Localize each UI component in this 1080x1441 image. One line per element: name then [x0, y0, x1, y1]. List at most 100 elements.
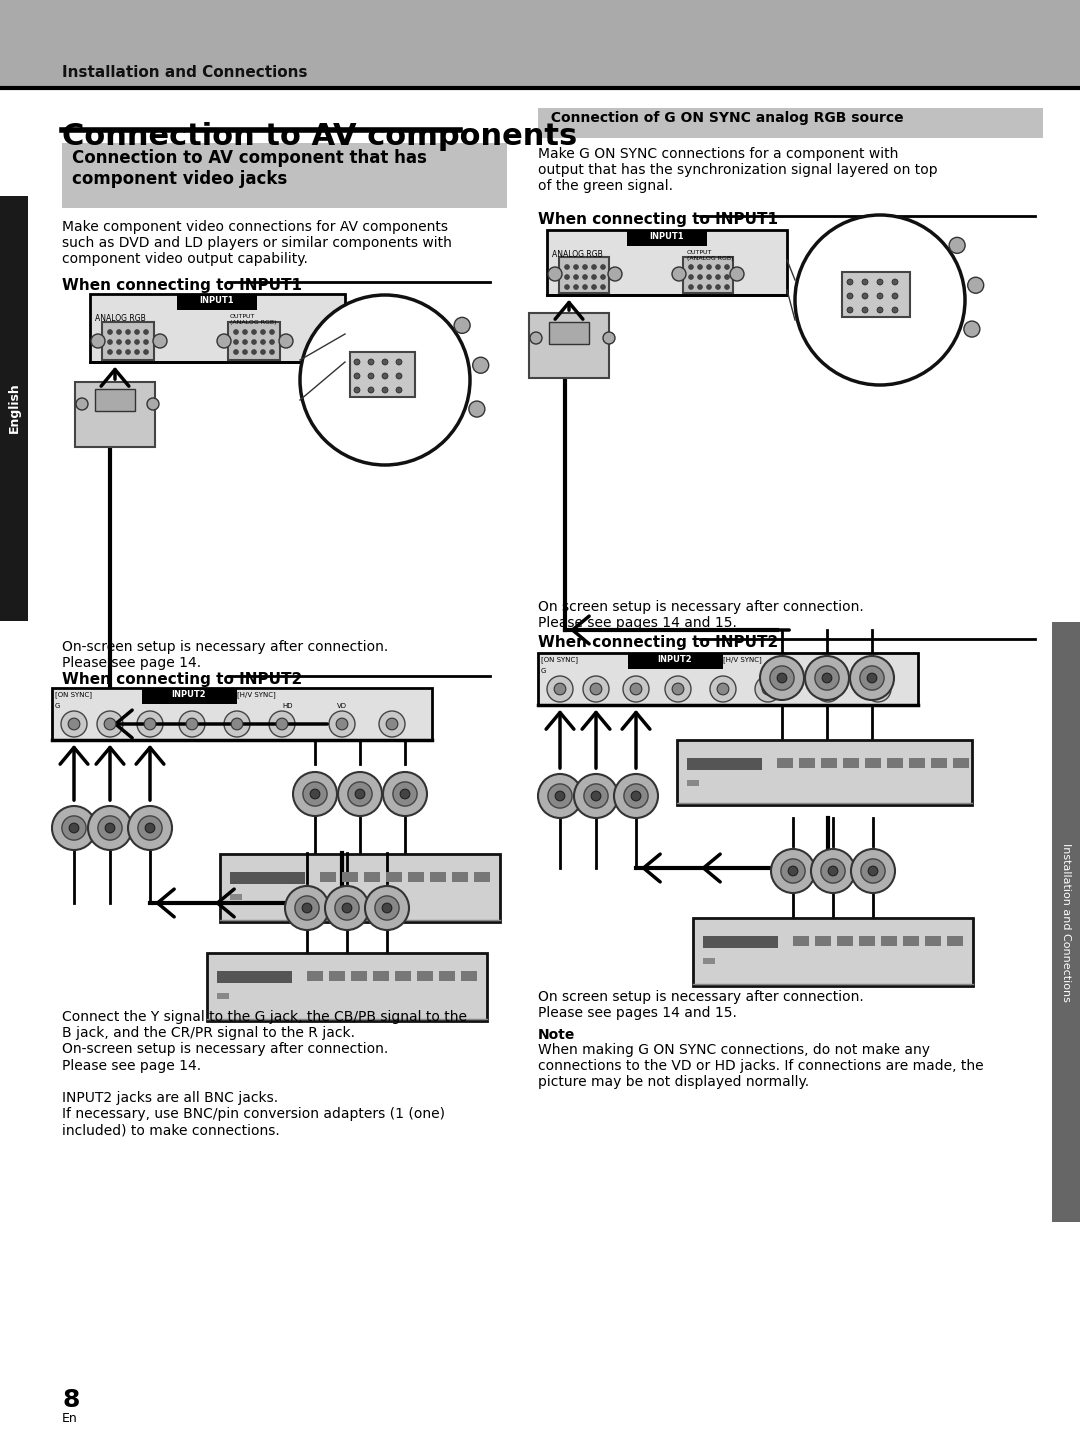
Circle shape — [260, 350, 266, 354]
Circle shape — [715, 265, 720, 269]
Circle shape — [335, 896, 359, 921]
Bar — [430, 872, 446, 882]
Bar — [703, 958, 715, 964]
Bar — [859, 937, 875, 945]
Circle shape — [252, 330, 257, 334]
Circle shape — [252, 340, 257, 344]
Circle shape — [877, 293, 883, 298]
Circle shape — [583, 676, 609, 702]
Text: Installation and Connections: Installation and Connections — [62, 65, 308, 81]
Circle shape — [473, 357, 489, 373]
Circle shape — [851, 849, 895, 893]
Circle shape — [383, 772, 427, 816]
Circle shape — [706, 274, 712, 280]
Bar — [320, 872, 336, 882]
Bar — [177, 294, 257, 310]
Circle shape — [293, 772, 337, 816]
Circle shape — [117, 350, 121, 354]
Circle shape — [279, 334, 293, 347]
Bar — [777, 758, 793, 768]
Circle shape — [68, 718, 80, 729]
Circle shape — [382, 904, 392, 912]
Circle shape — [233, 350, 239, 354]
Circle shape — [368, 388, 374, 393]
Circle shape — [342, 904, 352, 912]
Bar — [220, 855, 500, 922]
Circle shape — [338, 772, 382, 816]
Circle shape — [354, 359, 360, 365]
Bar — [453, 872, 468, 882]
Circle shape — [565, 284, 569, 290]
Text: When making G ON SYNC connections, do not make any
connections to the VD or HD j: When making G ON SYNC connections, do no… — [538, 1043, 984, 1089]
Circle shape — [97, 710, 123, 736]
Text: [H/V SYNC]: [H/V SYNC] — [237, 692, 275, 697]
Text: G: G — [541, 669, 546, 674]
Circle shape — [368, 373, 374, 379]
Circle shape — [847, 280, 853, 285]
Bar — [438, 971, 455, 981]
Circle shape — [62, 816, 86, 840]
Circle shape — [565, 265, 569, 269]
Circle shape — [295, 896, 319, 921]
Circle shape — [530, 331, 542, 344]
Bar — [953, 758, 969, 768]
Circle shape — [336, 718, 348, 729]
Circle shape — [401, 790, 409, 798]
Circle shape — [706, 284, 712, 290]
Circle shape — [144, 340, 149, 344]
Circle shape — [815, 676, 841, 702]
Circle shape — [125, 350, 131, 354]
Text: Installation and Connections: Installation and Connections — [1061, 843, 1071, 1001]
Circle shape — [329, 710, 355, 736]
Circle shape — [555, 791, 565, 801]
Circle shape — [730, 267, 744, 281]
Text: [H/V SYNC]: [H/V SYNC] — [723, 656, 761, 663]
Circle shape — [698, 265, 702, 269]
Circle shape — [396, 388, 402, 393]
Circle shape — [302, 904, 312, 912]
Circle shape — [892, 280, 897, 285]
Circle shape — [145, 823, 154, 833]
Bar — [677, 741, 972, 806]
Text: OUTPUT
(ANALOG RGB): OUTPUT (ANALOG RGB) — [230, 314, 276, 324]
Bar — [228, 321, 280, 360]
Text: ANALOG RGB: ANALOG RGB — [552, 249, 603, 259]
Circle shape — [108, 330, 112, 334]
Circle shape — [698, 274, 702, 280]
Bar — [417, 971, 433, 981]
Circle shape — [186, 718, 198, 729]
Circle shape — [269, 710, 295, 736]
Circle shape — [892, 293, 897, 298]
Circle shape — [260, 330, 266, 334]
Circle shape — [144, 350, 149, 354]
Circle shape — [302, 782, 327, 806]
Circle shape — [725, 274, 729, 280]
Text: INPUT2: INPUT2 — [658, 656, 692, 664]
Circle shape — [396, 373, 402, 379]
Bar — [821, 758, 837, 768]
Bar — [95, 389, 135, 411]
Circle shape — [710, 676, 735, 702]
Text: Connect the Y signal to the G jack, the CB/PB signal to the
B jack, and the CR/P: Connect the Y signal to the G jack, the … — [62, 1010, 467, 1137]
Bar — [141, 687, 237, 705]
Circle shape — [815, 666, 839, 690]
Bar — [350, 352, 415, 398]
Text: When connecting to INPUT1: When connecting to INPUT1 — [538, 212, 778, 228]
Circle shape — [108, 350, 112, 354]
Circle shape — [310, 790, 320, 798]
Circle shape — [573, 265, 579, 269]
Circle shape — [138, 816, 162, 840]
Text: INPUT1: INPUT1 — [200, 295, 234, 305]
Circle shape — [873, 683, 883, 695]
Circle shape — [69, 823, 79, 833]
Bar — [529, 313, 609, 378]
Circle shape — [868, 866, 878, 876]
Circle shape — [379, 710, 405, 736]
Circle shape — [231, 718, 243, 729]
Circle shape — [375, 896, 400, 921]
Text: HD: HD — [282, 703, 293, 709]
Bar — [546, 231, 787, 295]
Circle shape — [600, 274, 606, 280]
Circle shape — [860, 666, 885, 690]
Circle shape — [847, 307, 853, 313]
